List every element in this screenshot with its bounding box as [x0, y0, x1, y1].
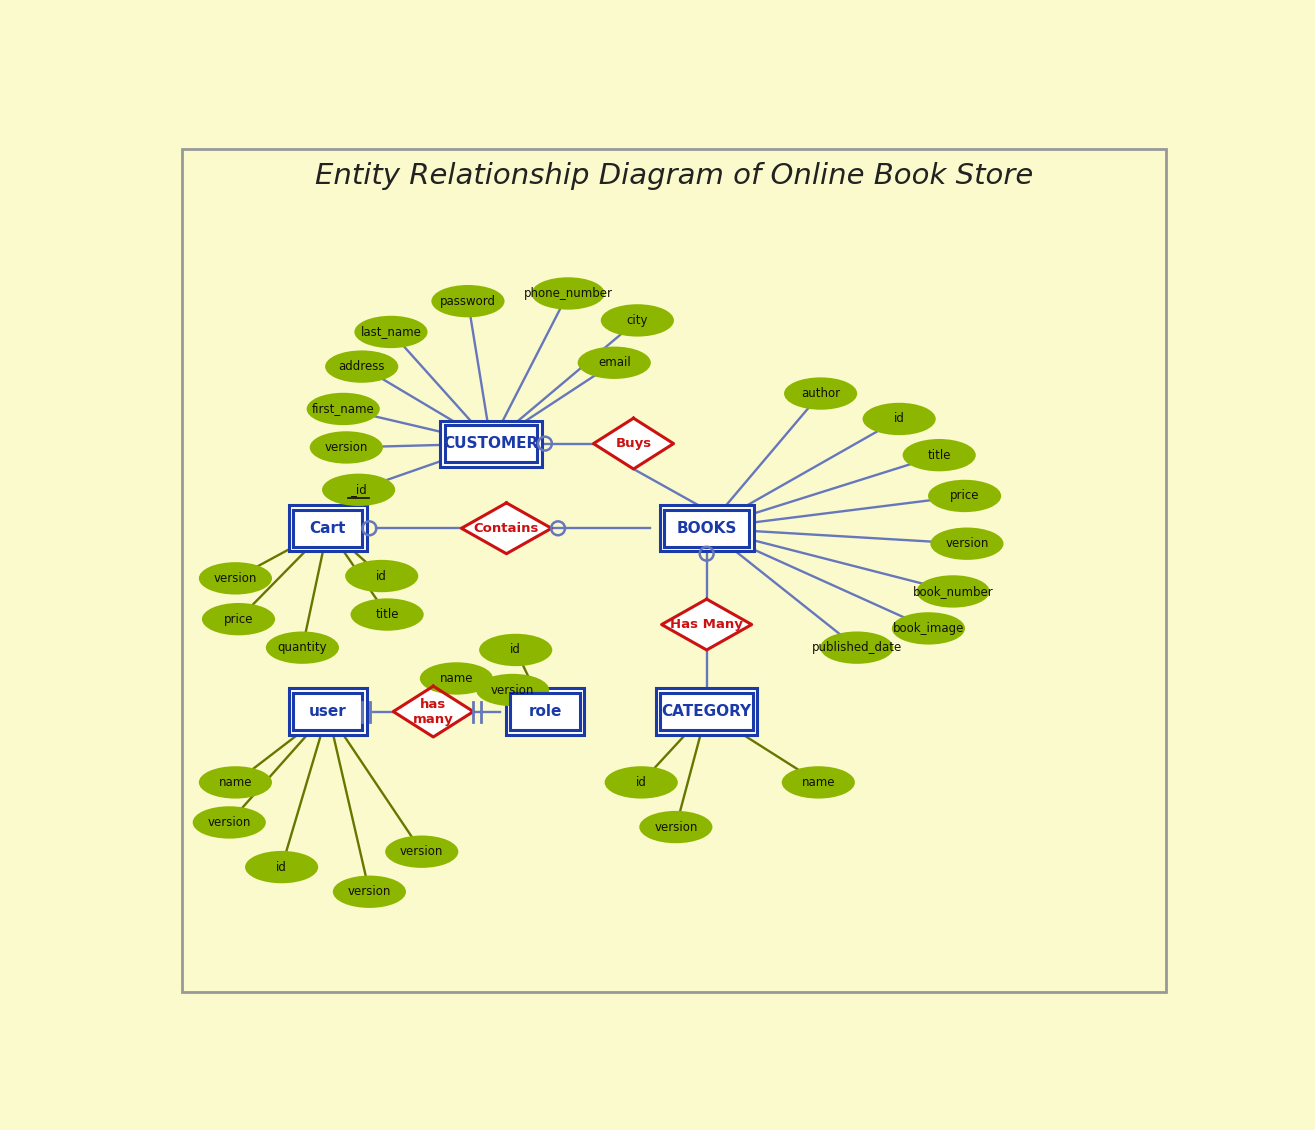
Text: id: id: [376, 570, 387, 583]
Text: version: version: [208, 816, 251, 829]
Bar: [288, 688, 367, 734]
Text: version: version: [945, 537, 989, 550]
Bar: [660, 505, 753, 551]
Text: version: version: [490, 684, 534, 696]
Text: has
many: has many: [413, 697, 454, 725]
Ellipse shape: [639, 811, 713, 843]
Text: published_date: published_date: [811, 641, 902, 654]
Text: Has Many: Has Many: [671, 618, 743, 631]
Ellipse shape: [892, 612, 965, 644]
Ellipse shape: [930, 528, 1003, 559]
Ellipse shape: [310, 432, 383, 463]
Text: CUSTOMER: CUSTOMER: [443, 436, 539, 451]
Text: version: version: [214, 572, 258, 585]
Ellipse shape: [479, 634, 552, 666]
Text: phone_number: phone_number: [523, 287, 613, 299]
Ellipse shape: [577, 347, 651, 379]
Text: id: id: [635, 776, 647, 789]
Bar: [506, 688, 584, 734]
Bar: [293, 693, 363, 730]
Text: address: address: [338, 360, 385, 373]
Polygon shape: [462, 503, 551, 554]
Ellipse shape: [322, 473, 396, 506]
Ellipse shape: [245, 851, 318, 884]
Ellipse shape: [203, 603, 275, 635]
Ellipse shape: [601, 304, 673, 337]
Ellipse shape: [354, 315, 427, 348]
Bar: [656, 688, 757, 734]
Ellipse shape: [781, 766, 855, 799]
Ellipse shape: [821, 632, 893, 663]
Text: quantity: quantity: [277, 641, 327, 654]
Bar: [660, 693, 753, 730]
Text: book_image: book_image: [893, 622, 964, 635]
Polygon shape: [593, 418, 673, 469]
Polygon shape: [393, 686, 473, 737]
Ellipse shape: [784, 377, 857, 410]
Text: name: name: [218, 776, 252, 789]
Text: first_name: first_name: [312, 402, 375, 416]
Ellipse shape: [333, 876, 406, 907]
Polygon shape: [661, 599, 752, 650]
Bar: [510, 693, 580, 730]
Text: price: price: [224, 612, 254, 626]
Ellipse shape: [199, 766, 272, 799]
Ellipse shape: [605, 766, 677, 799]
Ellipse shape: [325, 350, 398, 383]
Text: Entity Relationship Diagram of Online Book Store: Entity Relationship Diagram of Online Bo…: [314, 162, 1034, 190]
Text: role: role: [529, 704, 562, 719]
Text: BOOKS: BOOKS: [676, 521, 736, 536]
Ellipse shape: [345, 559, 418, 592]
Text: user: user: [309, 704, 347, 719]
Text: book_number: book_number: [913, 585, 993, 598]
Text: version: version: [654, 820, 697, 834]
Text: Cart: Cart: [309, 521, 346, 536]
Ellipse shape: [193, 807, 266, 838]
Text: CATEGORY: CATEGORY: [661, 704, 752, 719]
Text: version: version: [347, 885, 391, 898]
Text: version: version: [400, 845, 443, 858]
Text: name: name: [439, 672, 473, 685]
Ellipse shape: [928, 480, 1001, 512]
Ellipse shape: [351, 599, 423, 631]
Text: title: title: [375, 608, 398, 622]
Text: Buys: Buys: [615, 437, 651, 450]
Text: last_name: last_name: [360, 325, 421, 339]
Text: id: id: [276, 861, 287, 873]
Text: price: price: [949, 489, 980, 503]
Text: author: author: [801, 388, 840, 400]
Text: email: email: [598, 356, 631, 370]
Text: city: city: [627, 314, 648, 327]
Bar: [444, 425, 538, 462]
Ellipse shape: [902, 438, 976, 471]
Ellipse shape: [199, 563, 272, 594]
Text: id: id: [894, 412, 905, 426]
Ellipse shape: [385, 835, 459, 868]
Ellipse shape: [863, 402, 936, 435]
Bar: [441, 420, 542, 467]
Ellipse shape: [266, 632, 339, 663]
Text: _id: _id: [350, 484, 367, 496]
Text: Contains: Contains: [473, 522, 539, 534]
Bar: [664, 510, 750, 547]
Text: version: version: [325, 441, 368, 454]
Bar: [293, 510, 363, 547]
Ellipse shape: [306, 393, 380, 425]
Ellipse shape: [476, 673, 550, 706]
Text: id: id: [510, 643, 521, 657]
Ellipse shape: [917, 575, 990, 608]
Text: name: name: [802, 776, 835, 789]
Ellipse shape: [531, 277, 605, 310]
Bar: [288, 505, 367, 551]
Ellipse shape: [431, 285, 505, 318]
Text: title: title: [927, 449, 951, 462]
Ellipse shape: [419, 662, 493, 695]
Text: password: password: [441, 295, 496, 307]
